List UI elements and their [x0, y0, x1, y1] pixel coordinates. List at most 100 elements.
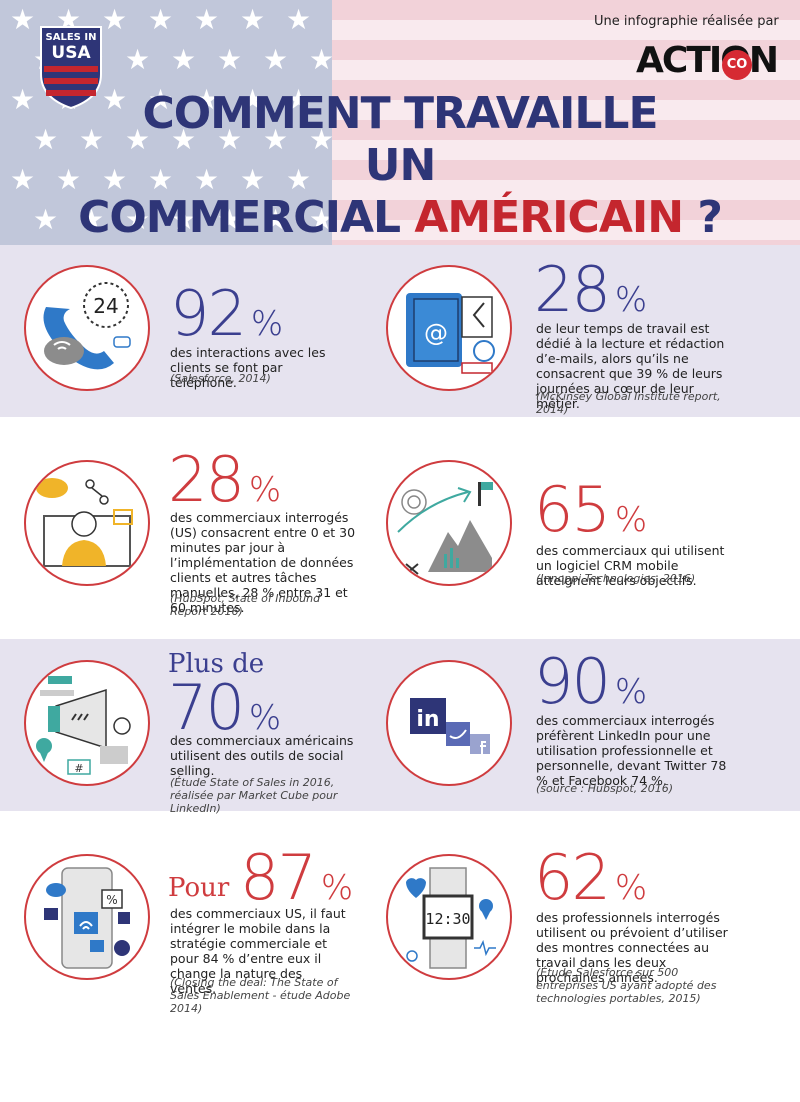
- flag-star-icon: ★: [33, 123, 59, 156]
- title-line2: UN: [364, 140, 437, 191]
- flag-star-icon: ★: [79, 203, 105, 236]
- stat-3-desc: des commerciaux interrogés (US) consacre…: [170, 510, 356, 615]
- flag-star-icon: ★: [79, 123, 105, 156]
- stat-7-unit: %: [320, 868, 354, 908]
- header-banner: ★★★★★★★★★★★★★★★★★★★★★★★★★★★★★★★★★★★★★★★★…: [0, 0, 800, 245]
- flag-star-icon: ★: [194, 3, 220, 36]
- flag-star-icon: ★: [148, 3, 174, 36]
- stat-7-desc: des commerciaux US, il faut intégrer le …: [170, 906, 346, 996]
- flag-stripes: [332, 0, 800, 245]
- email-notebook-icon: @: [386, 265, 512, 391]
- flag-star-icon: ★: [148, 83, 174, 116]
- phone-icon: 24: [24, 265, 150, 391]
- stat-5-desc: des commerciaux américains utilisent des…: [170, 733, 354, 778]
- stat-2-value: 28%: [534, 258, 647, 332]
- flag-star-icon: ★: [10, 83, 36, 116]
- stat-6-number: 90: [534, 645, 611, 718]
- stat-4-source: (Innoppi Technologies, 2016): [536, 572, 696, 585]
- stat-7-number: 87: [240, 841, 317, 914]
- stat-3-value: 28%: [168, 448, 281, 522]
- clock-label: 24: [93, 294, 118, 318]
- stat-6-desc: des commerciaux interrogés préfèrent Lin…: [536, 713, 727, 788]
- flag-star-icon: ★: [102, 3, 128, 36]
- stat-5-value: 70%: [168, 676, 281, 750]
- stat-8-unit: %: [614, 868, 648, 908]
- flag-star-icon: ★: [33, 203, 59, 236]
- percent-label: %: [106, 893, 117, 907]
- flag-star-icon: ★: [194, 83, 220, 116]
- stat-8-number: 62: [534, 841, 611, 914]
- badge-line1: SALES IN: [46, 32, 97, 43]
- stat-6-source: (source : Hubspot, 2016): [536, 782, 674, 795]
- stat-4-number: 65: [534, 473, 611, 546]
- stat-1-value: 92%: [170, 282, 283, 356]
- stat-8-value: 62%: [534, 846, 647, 920]
- flag-star-icon: ★: [263, 43, 289, 76]
- stat-5-number: 70: [168, 671, 245, 744]
- flag-star-icon: ★: [10, 3, 36, 36]
- stat-4-desc: des commerciaux qui utilisent un logicie…: [536, 543, 725, 588]
- social-networks-icon: in: [386, 660, 512, 786]
- flag-star-icon: ★: [102, 163, 128, 196]
- data-entry-icon: [24, 460, 150, 586]
- flag-star-icon: ★: [263, 123, 289, 156]
- badge-line2: USA: [51, 43, 91, 63]
- flag-star-icon: ★: [171, 123, 197, 156]
- actionco-logo-badge: CO: [722, 50, 752, 80]
- title-line3: COMMERCIAL AMÉRICAIN ?: [60, 192, 740, 244]
- flag-star-icon: ★: [309, 123, 332, 156]
- watch-display: 12:30: [425, 910, 470, 928]
- flag-star-icon: ★: [240, 3, 266, 36]
- flag-star-icon: ★: [286, 3, 312, 36]
- flag-star-icon: ★: [309, 43, 332, 76]
- stat-7-prefix: Pour: [168, 873, 230, 903]
- flag-star-icon: ★: [263, 203, 289, 236]
- stat-5-unit: %: [248, 698, 282, 738]
- flag-star-icon: ★: [286, 163, 312, 196]
- flag-star-icon: ★: [217, 203, 243, 236]
- flag-star-icon: ★: [217, 43, 243, 76]
- linkedin-label: in: [416, 707, 439, 732]
- sales-in-usa-badge: SALES IN USA: [40, 26, 102, 110]
- growth-chart-icon: [386, 460, 512, 586]
- stat-3-number: 28: [168, 443, 245, 516]
- flag-star-icon: ★: [102, 83, 128, 116]
- credit-text: Une infographie réalisée par: [594, 14, 779, 29]
- flag-star-icon: ★: [240, 163, 266, 196]
- stat-1-unit: %: [250, 304, 284, 344]
- flag-star-icon: ★: [171, 203, 197, 236]
- stat-8-source: (Étude Salesforce sur 500 entreprises US…: [536, 966, 717, 1005]
- stat-3-source: (HubSpot, State of Inbound Report 2016): [170, 592, 321, 618]
- flag-star-icon: ★: [194, 163, 220, 196]
- title-question-mark: ?: [683, 192, 723, 243]
- hashtag-label: #: [74, 762, 83, 775]
- megaphone-icon: #: [24, 660, 150, 786]
- stat-5-prefix: Plus de: [168, 649, 265, 679]
- stat-2-unit: %: [614, 280, 648, 320]
- stat-1-number: 92: [170, 277, 247, 350]
- flag-star-icon: ★: [240, 83, 266, 116]
- stat-1-desc: des interactions avec les clients se fon…: [170, 345, 326, 390]
- title-line1: COMMENT TRAVAILLE: [142, 88, 658, 139]
- page-title: COMMENT TRAVAILLE UN COMMERCIAL AMÉRICAI…: [60, 88, 740, 244]
- stat-5-source: (Étude State of Sales in 2016, réalisée …: [170, 776, 338, 815]
- flag-star-icon: ★: [217, 123, 243, 156]
- flag-star-icon: ★: [10, 163, 36, 196]
- flag-star-icon: ★: [56, 163, 82, 196]
- title-word-commercial: COMMERCIAL: [78, 192, 415, 243]
- flag-star-icon: ★: [309, 203, 332, 236]
- flag-star-icon: ★: [171, 43, 197, 76]
- stat-4-value: 65%: [534, 478, 647, 552]
- stat-6-unit: %: [614, 672, 648, 712]
- flag-canton: ★★★★★★★★★★★★★★★★★★★★★★★★★★★★★★★★★★★★★★★★…: [0, 0, 332, 245]
- title-word-americain: AMÉRICAIN: [414, 192, 684, 243]
- flag-star-icon: ★: [125, 43, 151, 76]
- stat-7-source: (Closing the deal: The State of Sales En…: [170, 976, 351, 1015]
- flag-star-icon: ★: [125, 123, 151, 156]
- stat-2-number: 28: [534, 253, 611, 326]
- stat-8-desc: des professionnels interrogés utilisent …: [536, 910, 728, 985]
- at-symbol: @: [424, 319, 448, 347]
- flag-star-icon: ★: [286, 83, 312, 116]
- actionco-logo: ACTION: [636, 40, 779, 81]
- stat-4-unit: %: [614, 500, 648, 540]
